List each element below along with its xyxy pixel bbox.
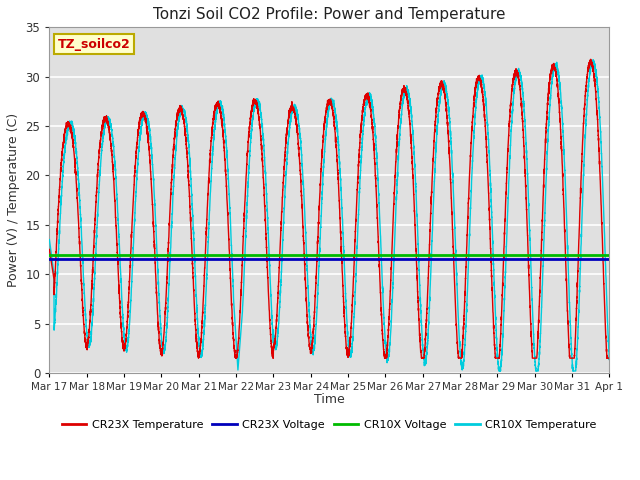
Text: TZ_soilco2: TZ_soilco2 xyxy=(58,37,131,51)
Y-axis label: Power (V) / Temperature (C): Power (V) / Temperature (C) xyxy=(7,113,20,287)
Title: Tonzi Soil CO2 Profile: Power and Temperature: Tonzi Soil CO2 Profile: Power and Temper… xyxy=(153,7,506,22)
Legend: CR23X Temperature, CR23X Voltage, CR10X Voltage, CR10X Temperature: CR23X Temperature, CR23X Voltage, CR10X … xyxy=(58,416,601,435)
X-axis label: Time: Time xyxy=(314,393,345,407)
